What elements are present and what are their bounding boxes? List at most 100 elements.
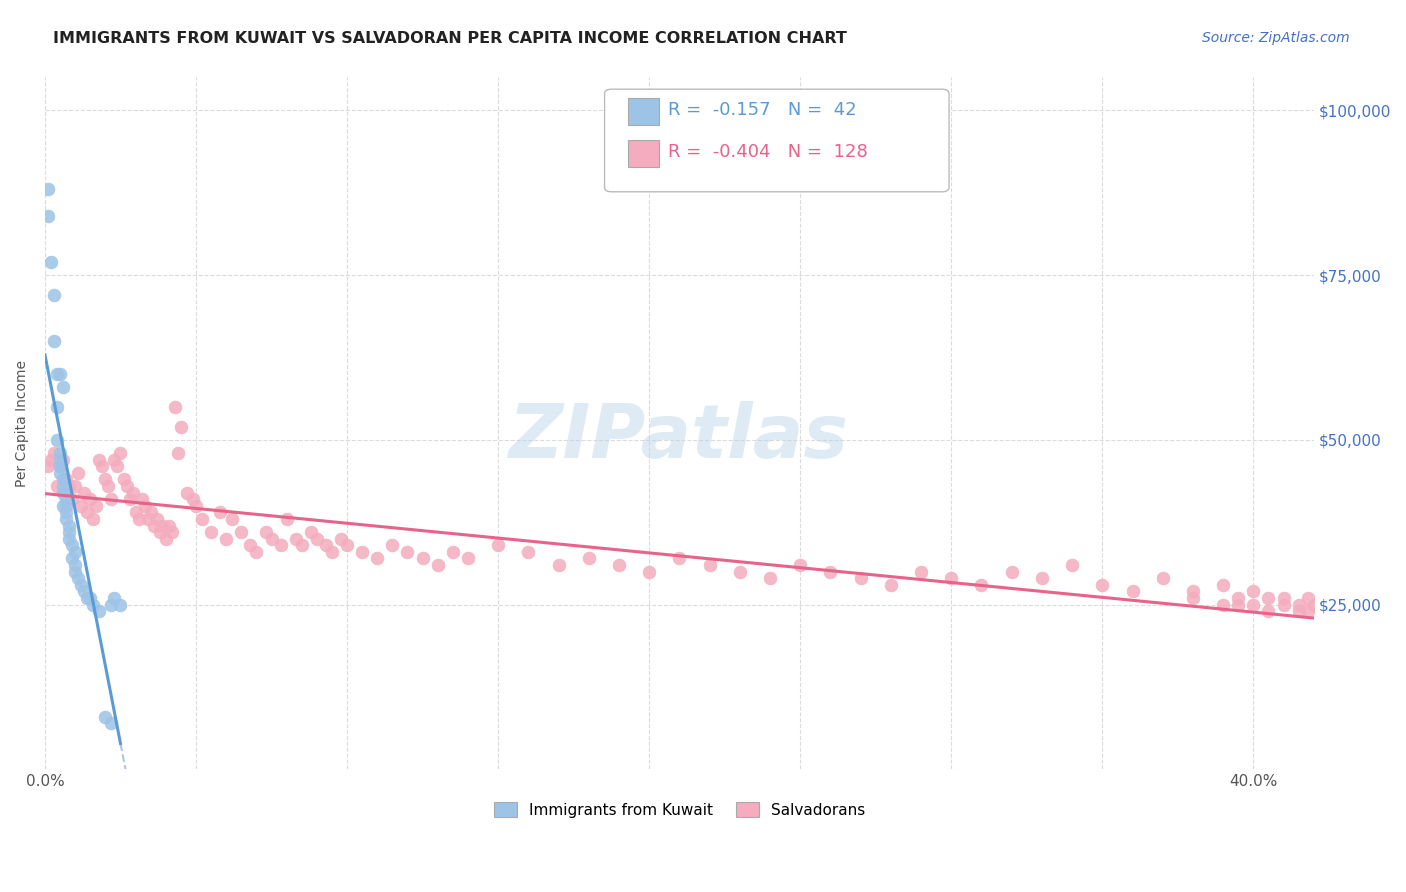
Point xyxy=(305,532,328,546)
Point xyxy=(163,400,186,414)
Point xyxy=(121,485,143,500)
Point xyxy=(142,518,165,533)
Text: R =  -0.157   N =  42: R = -0.157 N = 42 xyxy=(668,101,856,119)
Point xyxy=(55,499,77,513)
Point xyxy=(1257,591,1279,605)
Point xyxy=(160,525,183,540)
Point xyxy=(49,459,72,474)
Text: R =  -0.404   N =  128: R = -0.404 N = 128 xyxy=(668,143,868,161)
Point xyxy=(1121,584,1143,599)
Point xyxy=(1288,604,1310,618)
Point xyxy=(70,578,93,592)
Point xyxy=(1001,565,1024,579)
Point xyxy=(849,571,872,585)
Point xyxy=(607,558,630,572)
Point xyxy=(209,505,232,519)
Point xyxy=(170,419,193,434)
Point xyxy=(284,532,307,546)
Point xyxy=(728,565,751,579)
Point xyxy=(426,558,449,572)
Point xyxy=(70,499,93,513)
Point xyxy=(412,551,434,566)
Point xyxy=(55,512,77,526)
Point xyxy=(63,558,86,572)
Point xyxy=(336,538,359,552)
Point xyxy=(58,479,80,493)
Point xyxy=(517,545,540,559)
Point xyxy=(1272,591,1295,605)
Legend: Immigrants from Kuwait, Salvadorans: Immigrants from Kuwait, Salvadorans xyxy=(488,796,872,824)
Point xyxy=(100,716,122,731)
Point xyxy=(276,512,298,526)
Point xyxy=(46,367,69,381)
Point xyxy=(103,452,125,467)
Point xyxy=(254,525,277,540)
Point xyxy=(115,479,138,493)
Point xyxy=(46,433,69,447)
Point xyxy=(880,578,903,592)
Point xyxy=(1388,604,1406,618)
Point xyxy=(231,525,253,540)
Point xyxy=(79,591,101,605)
Point xyxy=(52,479,75,493)
Point xyxy=(49,466,72,480)
Point xyxy=(118,492,141,507)
Point xyxy=(110,598,132,612)
Point xyxy=(1031,571,1053,585)
Point xyxy=(547,558,569,572)
Point xyxy=(145,512,167,526)
Point xyxy=(1181,591,1204,605)
Point xyxy=(79,492,101,507)
Point xyxy=(52,452,75,467)
Point xyxy=(157,518,180,533)
Point xyxy=(1296,591,1319,605)
Point xyxy=(1227,598,1250,612)
Point xyxy=(245,545,267,559)
Point xyxy=(60,551,83,566)
Point xyxy=(270,538,292,552)
Point xyxy=(136,512,159,526)
Point xyxy=(37,182,59,196)
Point xyxy=(82,598,104,612)
Point xyxy=(759,571,782,585)
Point xyxy=(112,472,135,486)
Point xyxy=(49,459,72,474)
Point xyxy=(37,209,59,223)
Point xyxy=(1302,598,1324,612)
Point xyxy=(260,532,283,546)
Point xyxy=(63,479,86,493)
Point xyxy=(55,492,77,507)
Point xyxy=(176,485,198,500)
Point xyxy=(52,499,75,513)
Point xyxy=(152,518,174,533)
Point xyxy=(321,545,343,559)
Y-axis label: Per Capita Income: Per Capita Income xyxy=(15,359,30,487)
Point xyxy=(91,459,114,474)
Point xyxy=(82,512,104,526)
Point xyxy=(52,485,75,500)
Point xyxy=(638,565,661,579)
Point xyxy=(181,492,204,507)
Point xyxy=(1296,604,1319,618)
Point xyxy=(221,512,243,526)
Point xyxy=(60,492,83,507)
Point xyxy=(1257,604,1279,618)
Text: IMMIGRANTS FROM KUWAIT VS SALVADORAN PER CAPITA INCOME CORRELATION CHART: IMMIGRANTS FROM KUWAIT VS SALVADORAN PER… xyxy=(53,31,848,46)
Point xyxy=(134,499,156,513)
Point xyxy=(486,538,509,552)
Point xyxy=(60,538,83,552)
Point xyxy=(107,459,129,474)
Point xyxy=(970,578,993,592)
Point xyxy=(215,532,238,546)
Point xyxy=(103,591,125,605)
Point xyxy=(191,512,214,526)
Point xyxy=(39,452,62,467)
Point xyxy=(155,532,177,546)
Point xyxy=(1212,578,1234,592)
Point xyxy=(42,334,65,348)
Point xyxy=(100,598,122,612)
Point xyxy=(1357,664,1379,678)
Point xyxy=(699,558,721,572)
Point xyxy=(55,472,77,486)
Point xyxy=(39,255,62,269)
